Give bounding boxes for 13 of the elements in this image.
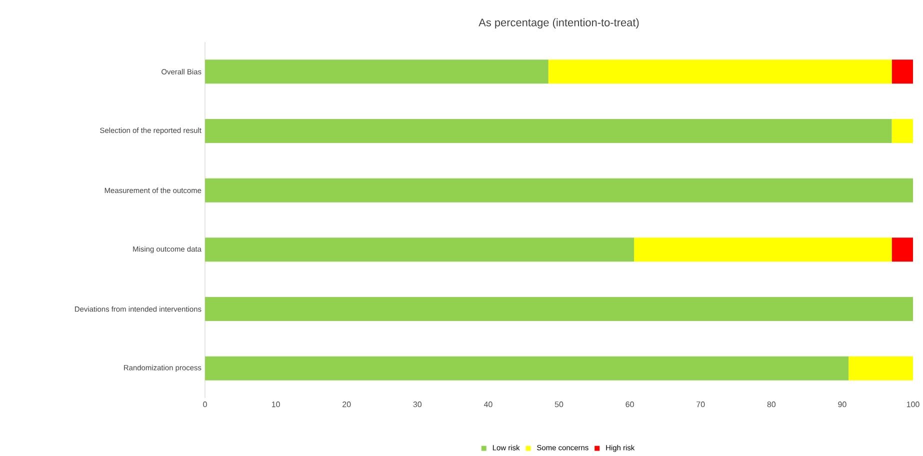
bar: [892, 119, 914, 144]
bar: [205, 119, 892, 144]
bar: [205, 297, 914, 322]
bar: [548, 60, 892, 84]
bar: [892, 238, 914, 262]
bar: [892, 60, 914, 84]
bar: [634, 238, 892, 262]
bar: [205, 178, 914, 202]
bar: [205, 356, 849, 380]
bar: [848, 356, 914, 380]
bar: [205, 60, 548, 84]
bar: [205, 238, 634, 262]
chart-title: As percentage (intention-to-treat): [478, 18, 639, 29]
